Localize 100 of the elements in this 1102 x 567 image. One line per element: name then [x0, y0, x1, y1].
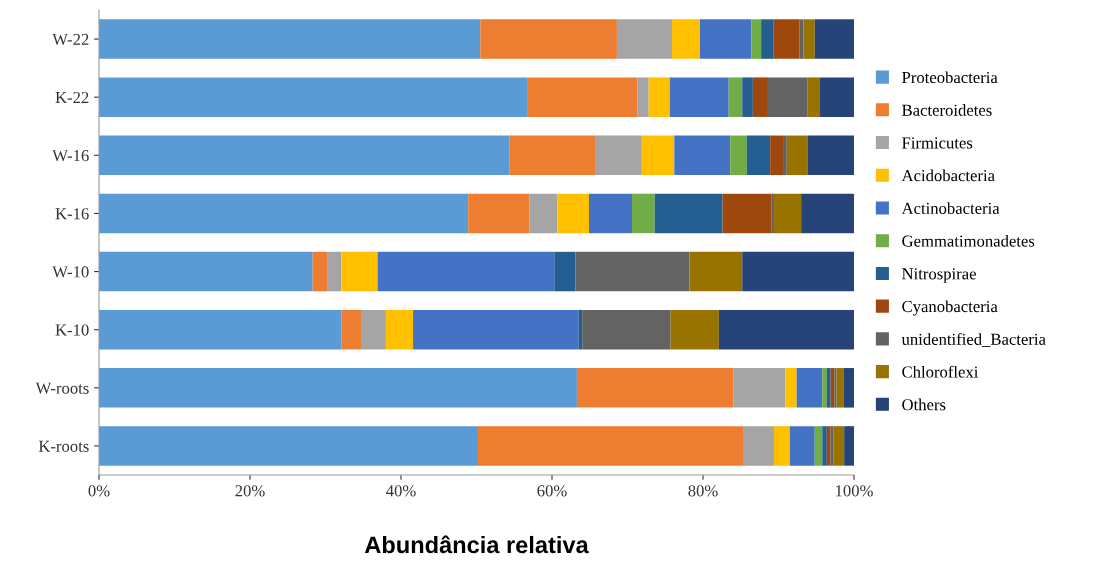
bar — [480, 19, 617, 59]
x-axis-title: Abundância relativa — [364, 535, 589, 554]
y-tick-label: W-10 — [52, 266, 89, 278]
bar — [554, 251, 576, 292]
bar — [786, 135, 808, 176]
legend-label: Proteobacteria — [902, 71, 998, 84]
bar — [807, 135, 854, 176]
bar — [616, 19, 673, 59]
bar — [807, 77, 821, 117]
bar — [632, 193, 655, 234]
bar — [833, 426, 845, 466]
bar — [751, 19, 762, 59]
bar — [637, 77, 649, 117]
bar — [588, 193, 633, 234]
y-tick-label: W-roots — [35, 382, 89, 394]
bar — [341, 309, 361, 350]
legend-label: Others — [902, 398, 946, 411]
x-tick-label: 40% — [386, 485, 416, 497]
bar — [789, 426, 815, 466]
bar — [770, 135, 784, 176]
bar — [752, 77, 768, 117]
bar — [826, 368, 831, 408]
y-tick-label: W-22 — [52, 33, 89, 46]
bar — [733, 368, 786, 408]
legend-label: Gemmatimonadetes — [902, 234, 1035, 247]
bar — [509, 135, 596, 176]
bar — [578, 309, 583, 350]
bar — [844, 426, 854, 466]
bar — [529, 193, 558, 234]
bar — [801, 193, 854, 234]
bar — [478, 426, 744, 466]
bar — [785, 368, 797, 408]
bar — [814, 426, 823, 466]
bar — [595, 135, 642, 176]
x-tick-label: 60% — [537, 485, 567, 497]
legend-label: Bacteroidetes — [902, 104, 992, 116]
bar — [743, 426, 774, 466]
bar — [730, 135, 747, 176]
bar — [773, 193, 802, 234]
legend-label: Nitrospirae — [902, 268, 976, 283]
bar — [648, 77, 670, 117]
legend-label: Actinobacteria — [901, 202, 1000, 214]
bar — [746, 135, 771, 176]
bar — [468, 193, 530, 234]
legend-label: unidentified_Bacteria — [901, 333, 1046, 347]
bar — [773, 19, 800, 59]
bar — [822, 368, 827, 408]
bar — [557, 193, 589, 234]
bar — [830, 426, 834, 466]
bar — [527, 77, 638, 117]
bar — [99, 426, 479, 466]
bar — [689, 251, 743, 292]
bar — [822, 426, 827, 466]
bar — [99, 309, 342, 350]
y-tick-label: K-22 — [55, 91, 89, 103]
bar — [742, 251, 854, 292]
x-tick-label: 80% — [688, 485, 718, 497]
x-tick-label: 20% — [235, 485, 265, 497]
bar — [767, 77, 808, 117]
bar — [99, 251, 313, 292]
bar — [582, 309, 671, 350]
bar — [820, 77, 854, 117]
bar — [413, 309, 579, 350]
bar — [327, 251, 342, 292]
bar — [99, 77, 528, 117]
y-tick-label: K-10 — [55, 324, 89, 336]
bar — [699, 19, 752, 59]
bar — [670, 309, 719, 350]
bar — [728, 77, 743, 117]
bar — [672, 19, 700, 59]
legend-label: Cyanobacteria — [902, 300, 998, 316]
bar — [773, 426, 790, 466]
bar — [718, 309, 854, 350]
legend-label: Acidobacteria — [901, 169, 995, 182]
bar — [575, 251, 690, 292]
legend-label: Firmicutes — [902, 137, 973, 149]
bar — [341, 251, 378, 292]
x-tick-label: 100% — [836, 485, 873, 497]
bar — [377, 251, 555, 292]
y-tick-label: W-16 — [52, 150, 89, 162]
bar — [814, 19, 854, 59]
bar — [783, 135, 787, 176]
bar — [654, 193, 723, 234]
bar — [99, 368, 577, 408]
bar — [843, 368, 854, 408]
bar — [796, 368, 823, 408]
bar — [826, 426, 831, 466]
bar — [722, 193, 772, 234]
bar — [742, 77, 753, 117]
bar — [99, 19, 481, 59]
bar — [576, 368, 734, 408]
bar — [312, 251, 328, 292]
legend-label: Chloroflexi — [902, 365, 979, 378]
bar — [385, 309, 414, 350]
bar — [669, 77, 729, 117]
bar — [674, 135, 731, 176]
bar — [803, 19, 815, 59]
y-tick-label: K-16 — [55, 208, 89, 220]
bar — [761, 19, 774, 59]
y-tick-label: K-roots — [38, 440, 89, 452]
